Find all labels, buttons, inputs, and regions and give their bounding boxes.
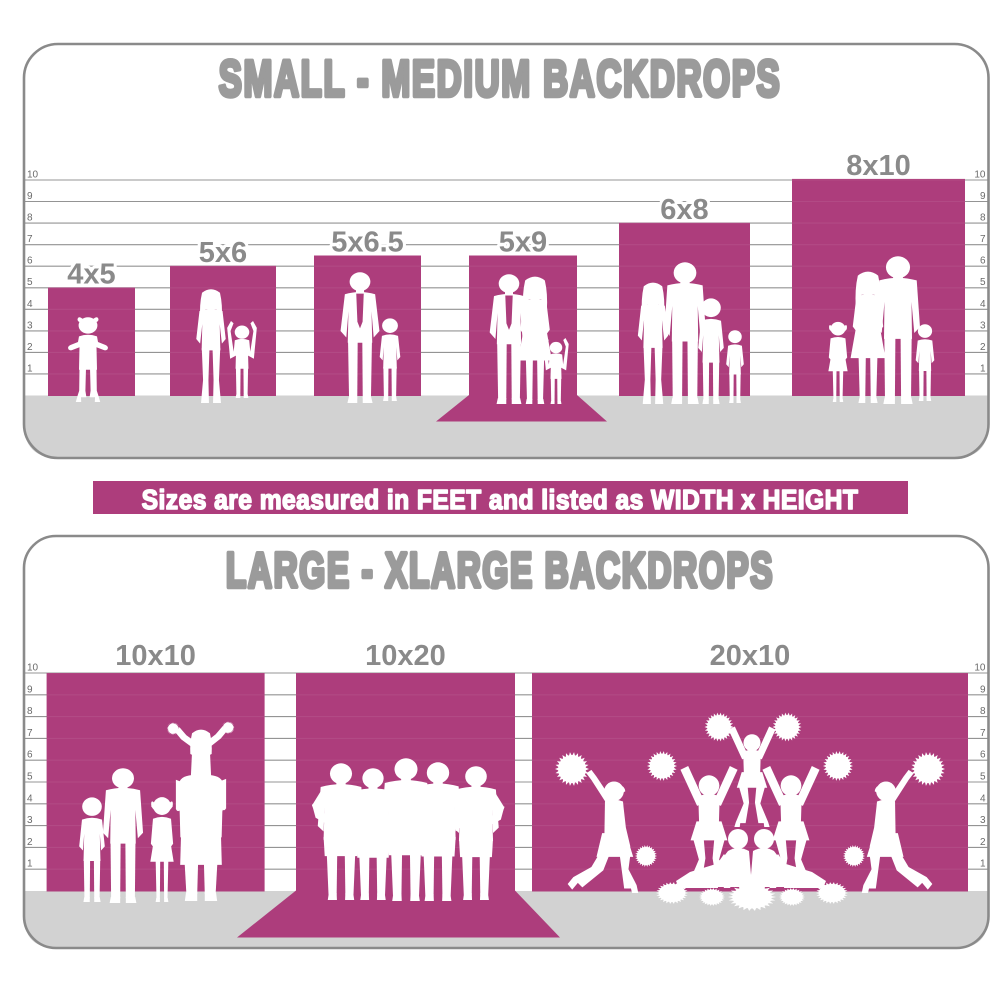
svg-text:2: 2 <box>980 837 986 848</box>
svg-text:5x9: 5x9 <box>499 227 547 259</box>
svg-text:5x6: 5x6 <box>199 237 247 269</box>
svg-text:10: 10 <box>974 170 986 181</box>
svg-text:5: 5 <box>27 277 33 288</box>
svg-text:7: 7 <box>27 234 33 245</box>
svg-text:9: 9 <box>980 191 986 202</box>
svg-text:1: 1 <box>980 859 986 870</box>
svg-text:8: 8 <box>27 213 33 224</box>
svg-text:9: 9 <box>27 191 33 202</box>
svg-text:8: 8 <box>980 213 986 224</box>
svg-text:20x10: 20x10 <box>710 640 791 672</box>
svg-text:SMALL - MEDIUM BACKDROPS: SMALL - MEDIUM BACKDROPS <box>219 52 782 108</box>
svg-text:6x8: 6x8 <box>660 194 708 226</box>
svg-text:4: 4 <box>980 793 986 804</box>
svg-text:10: 10 <box>27 663 39 674</box>
svg-text:9: 9 <box>980 684 986 695</box>
svg-text:7: 7 <box>980 234 986 245</box>
svg-text:1: 1 <box>980 363 986 374</box>
svg-text:4: 4 <box>27 793 33 804</box>
svg-text:10: 10 <box>974 663 986 674</box>
svg-text:5: 5 <box>980 277 986 288</box>
svg-text:10x10: 10x10 <box>115 640 196 672</box>
svg-text:LARGE - XLARGE BACKDROPS: LARGE - XLARGE BACKDROPS <box>226 543 774 598</box>
svg-text:3: 3 <box>980 320 986 331</box>
svg-text:7: 7 <box>980 728 986 739</box>
svg-text:7: 7 <box>27 728 33 739</box>
svg-text:1: 1 <box>27 363 33 374</box>
svg-text:6: 6 <box>980 750 986 761</box>
svg-text:4x5: 4x5 <box>67 259 115 291</box>
svg-text:4: 4 <box>980 299 986 310</box>
svg-text:Sizes are measured in FEET and: Sizes are measured in FEET and listed as… <box>142 484 859 516</box>
svg-text:5: 5 <box>27 772 33 783</box>
svg-text:3: 3 <box>27 815 33 826</box>
svg-text:3: 3 <box>980 815 986 826</box>
svg-text:8: 8 <box>980 706 986 717</box>
svg-text:5: 5 <box>980 772 986 783</box>
svg-text:8x10: 8x10 <box>846 150 911 182</box>
svg-text:8: 8 <box>27 706 33 717</box>
svg-text:1: 1 <box>27 859 33 870</box>
svg-text:9: 9 <box>27 684 33 695</box>
svg-text:10x20: 10x20 <box>365 640 446 672</box>
svg-text:3: 3 <box>27 320 33 331</box>
svg-text:6: 6 <box>27 750 33 761</box>
svg-text:2: 2 <box>27 342 33 353</box>
svg-text:10: 10 <box>27 170 39 181</box>
svg-text:5x6.5: 5x6.5 <box>331 227 404 259</box>
svg-text:6: 6 <box>27 256 33 267</box>
svg-text:2: 2 <box>27 837 33 848</box>
svg-text:6: 6 <box>980 256 986 267</box>
svg-text:4: 4 <box>27 299 33 310</box>
svg-text:2: 2 <box>980 342 986 353</box>
